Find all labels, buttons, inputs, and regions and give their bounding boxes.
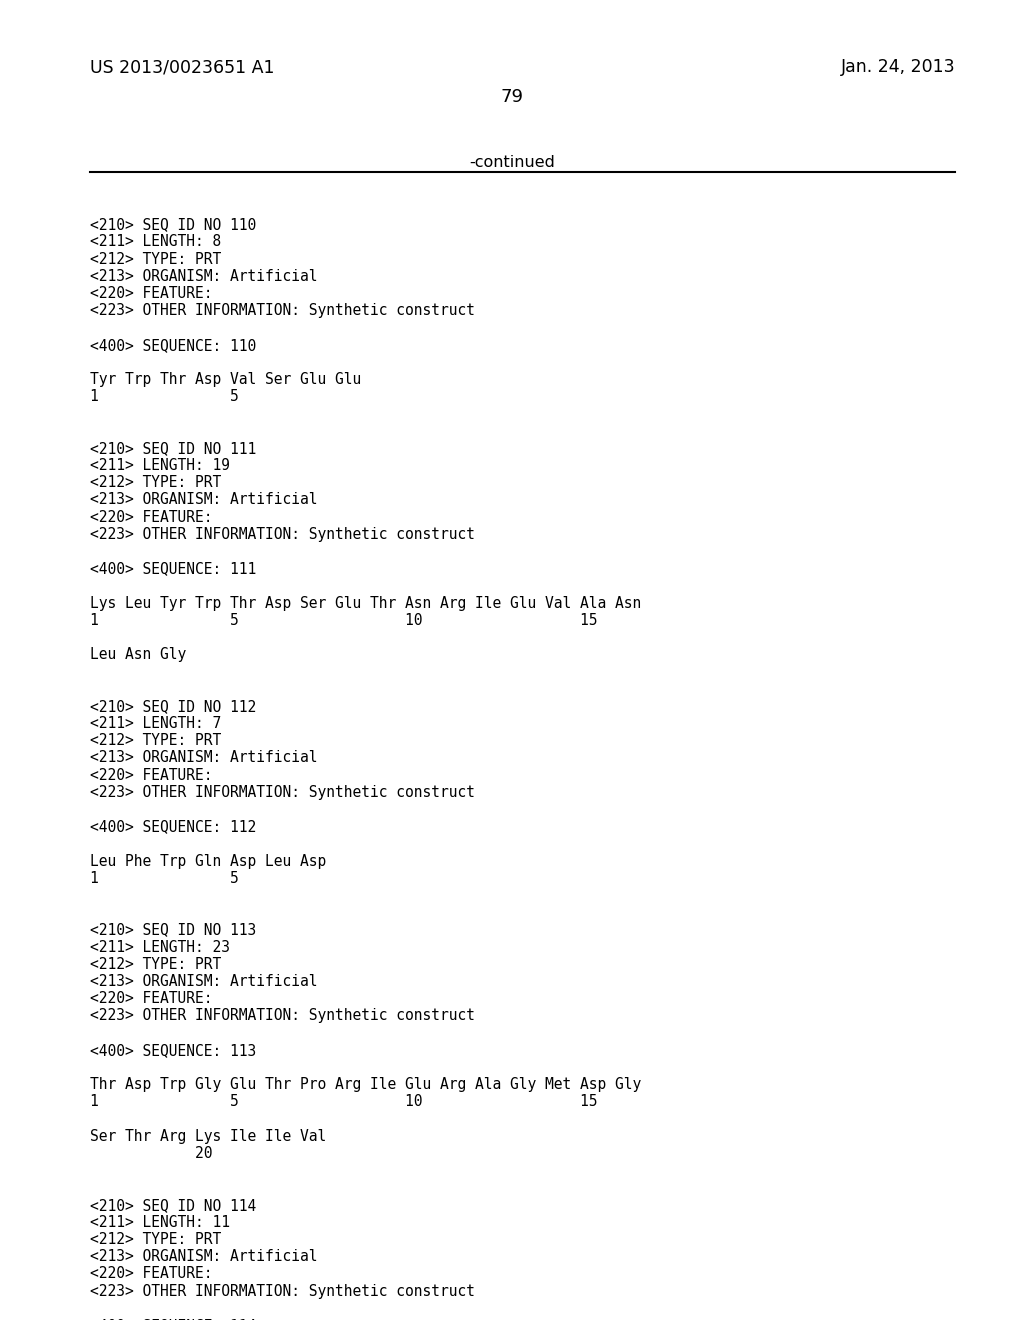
Text: <211> LENGTH: 8: <211> LENGTH: 8 <box>90 235 221 249</box>
Text: <211> LENGTH: 7: <211> LENGTH: 7 <box>90 715 221 731</box>
Text: 1               5: 1 5 <box>90 871 239 886</box>
Text: <223> OTHER INFORMATION: Synthetic construct: <223> OTHER INFORMATION: Synthetic const… <box>90 304 475 318</box>
Text: <210> SEQ ID NO 113: <210> SEQ ID NO 113 <box>90 923 256 937</box>
Text: <220> FEATURE:: <220> FEATURE: <box>90 768 213 783</box>
Text: <213> ORGANISM: Artificial: <213> ORGANISM: Artificial <box>90 1249 317 1265</box>
Text: <223> OTHER INFORMATION: Synthetic construct: <223> OTHER INFORMATION: Synthetic const… <box>90 527 475 541</box>
Text: <212> TYPE: PRT: <212> TYPE: PRT <box>90 475 221 490</box>
Text: 20: 20 <box>90 1146 213 1162</box>
Text: -continued: -continued <box>469 154 555 170</box>
Text: <400> SEQUENCE: 110: <400> SEQUENCE: 110 <box>90 338 256 352</box>
Text: <220> FEATURE:: <220> FEATURE: <box>90 286 213 301</box>
Text: <223> OTHER INFORMATION: Synthetic construct: <223> OTHER INFORMATION: Synthetic const… <box>90 1283 475 1299</box>
Text: 1               5: 1 5 <box>90 389 239 404</box>
Text: Ser Thr Arg Lys Ile Ile Val: Ser Thr Arg Lys Ile Ile Val <box>90 1129 327 1144</box>
Text: <212> TYPE: PRT: <212> TYPE: PRT <box>90 252 221 267</box>
Text: <213> ORGANISM: Artificial: <213> ORGANISM: Artificial <box>90 750 317 766</box>
Text: 1               5                   10                  15: 1 5 10 15 <box>90 612 597 628</box>
Text: <212> TYPE: PRT: <212> TYPE: PRT <box>90 1232 221 1247</box>
Text: <212> TYPE: PRT: <212> TYPE: PRT <box>90 733 221 748</box>
Text: <220> FEATURE:: <220> FEATURE: <box>90 510 213 524</box>
Text: <213> ORGANISM: Artificial: <213> ORGANISM: Artificial <box>90 974 317 989</box>
Text: Leu Asn Gly: Leu Asn Gly <box>90 647 186 663</box>
Text: <210> SEQ ID NO 112: <210> SEQ ID NO 112 <box>90 698 256 714</box>
Text: <220> FEATURE:: <220> FEATURE: <box>90 1266 213 1282</box>
Text: <400> SEQUENCE: 112: <400> SEQUENCE: 112 <box>90 820 256 834</box>
Text: <400> SEQUENCE: 111: <400> SEQUENCE: 111 <box>90 561 256 577</box>
Text: <210> SEQ ID NO 111: <210> SEQ ID NO 111 <box>90 441 256 455</box>
Text: <223> OTHER INFORMATION: Synthetic construct: <223> OTHER INFORMATION: Synthetic const… <box>90 1008 475 1023</box>
Text: <211> LENGTH: 23: <211> LENGTH: 23 <box>90 940 230 954</box>
Text: Jan. 24, 2013: Jan. 24, 2013 <box>841 58 955 77</box>
Text: <220> FEATURE:: <220> FEATURE: <box>90 991 213 1006</box>
Text: 1               5                   10                  15: 1 5 10 15 <box>90 1094 597 1109</box>
Text: <211> LENGTH: 19: <211> LENGTH: 19 <box>90 458 230 473</box>
Text: <223> OTHER INFORMATION: Synthetic construct: <223> OTHER INFORMATION: Synthetic const… <box>90 785 475 800</box>
Text: Leu Phe Trp Gln Asp Leu Asp: Leu Phe Trp Gln Asp Leu Asp <box>90 854 327 869</box>
Text: <213> ORGANISM: Artificial: <213> ORGANISM: Artificial <box>90 269 317 284</box>
Text: Thr Asp Trp Gly Glu Thr Pro Arg Ile Glu Arg Ala Gly Met Asp Gly: Thr Asp Trp Gly Glu Thr Pro Arg Ile Glu … <box>90 1077 641 1092</box>
Text: Tyr Trp Thr Asp Val Ser Glu Glu: Tyr Trp Thr Asp Val Ser Glu Glu <box>90 372 361 387</box>
Text: <400> SEQUENCE: 114: <400> SEQUENCE: 114 <box>90 1317 256 1320</box>
Text: <213> ORGANISM: Artificial: <213> ORGANISM: Artificial <box>90 492 317 507</box>
Text: US 2013/0023651 A1: US 2013/0023651 A1 <box>90 58 274 77</box>
Text: <211> LENGTH: 11: <211> LENGTH: 11 <box>90 1214 230 1230</box>
Text: 79: 79 <box>501 88 523 106</box>
Text: <212> TYPE: PRT: <212> TYPE: PRT <box>90 957 221 972</box>
Text: <400> SEQUENCE: 113: <400> SEQUENCE: 113 <box>90 1043 256 1057</box>
Text: <210> SEQ ID NO 110: <210> SEQ ID NO 110 <box>90 218 256 232</box>
Text: <210> SEQ ID NO 114: <210> SEQ ID NO 114 <box>90 1197 256 1213</box>
Text: Lys Leu Tyr Trp Thr Asp Ser Glu Thr Asn Arg Ile Glu Val Ala Asn: Lys Leu Tyr Trp Thr Asp Ser Glu Thr Asn … <box>90 595 641 611</box>
